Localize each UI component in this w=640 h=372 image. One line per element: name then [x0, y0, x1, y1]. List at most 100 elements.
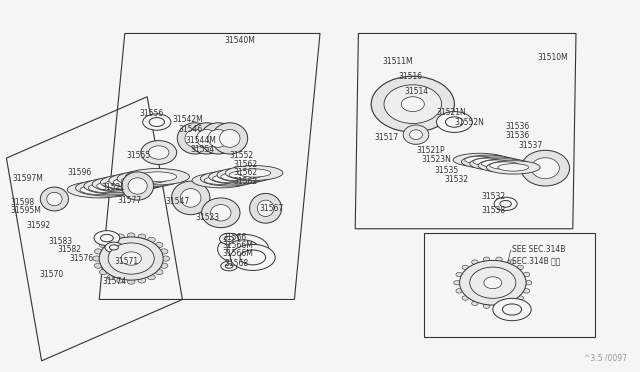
Ellipse shape	[456, 289, 462, 293]
Text: 31562: 31562	[234, 177, 258, 186]
Ellipse shape	[148, 237, 156, 243]
Text: 31576: 31576	[69, 254, 93, 263]
Ellipse shape	[141, 141, 177, 164]
Text: 31523: 31523	[195, 213, 220, 222]
Text: 31566: 31566	[223, 233, 247, 242]
Ellipse shape	[189, 123, 225, 154]
Ellipse shape	[116, 234, 124, 239]
Ellipse shape	[172, 181, 210, 215]
Ellipse shape	[250, 193, 282, 223]
Ellipse shape	[109, 172, 173, 189]
Text: 31556: 31556	[140, 109, 164, 118]
Ellipse shape	[95, 263, 102, 268]
Ellipse shape	[525, 280, 532, 285]
Ellipse shape	[160, 263, 168, 268]
Circle shape	[94, 231, 120, 246]
Ellipse shape	[156, 243, 163, 248]
Circle shape	[105, 242, 123, 253]
Ellipse shape	[483, 304, 490, 308]
Ellipse shape	[508, 260, 514, 264]
Ellipse shape	[202, 198, 240, 228]
Text: 31521: 31521	[101, 183, 125, 192]
Ellipse shape	[200, 123, 236, 154]
Text: 31555: 31555	[127, 151, 151, 160]
Ellipse shape	[204, 176, 237, 185]
Ellipse shape	[148, 275, 156, 280]
Circle shape	[445, 117, 463, 127]
Ellipse shape	[508, 301, 514, 305]
Ellipse shape	[257, 200, 274, 217]
Ellipse shape	[225, 166, 283, 180]
Text: 31516: 31516	[398, 72, 422, 81]
Ellipse shape	[84, 178, 148, 194]
Text: 31596: 31596	[67, 169, 92, 177]
Text: 31566M: 31566M	[223, 241, 253, 250]
Ellipse shape	[212, 123, 248, 154]
Ellipse shape	[496, 257, 502, 262]
Ellipse shape	[473, 158, 504, 166]
Text: 31532: 31532	[445, 175, 469, 184]
Ellipse shape	[208, 129, 228, 147]
Text: 31535: 31535	[434, 166, 458, 175]
Ellipse shape	[410, 130, 422, 140]
Circle shape	[502, 304, 522, 315]
Circle shape	[230, 244, 275, 270]
Ellipse shape	[484, 277, 502, 289]
Ellipse shape	[92, 176, 156, 192]
Text: 31536: 31536	[506, 122, 530, 131]
Text: 31567: 31567	[259, 204, 284, 213]
Circle shape	[225, 236, 234, 241]
Text: 31517: 31517	[374, 133, 399, 142]
Ellipse shape	[107, 275, 115, 280]
Ellipse shape	[221, 173, 254, 181]
Ellipse shape	[211, 205, 231, 221]
Ellipse shape	[371, 76, 454, 132]
Text: 31540M: 31540M	[224, 36, 255, 45]
Ellipse shape	[105, 179, 143, 189]
Ellipse shape	[478, 159, 532, 172]
Circle shape	[149, 118, 164, 126]
Ellipse shape	[88, 183, 127, 193]
Ellipse shape	[200, 171, 258, 186]
Ellipse shape	[531, 158, 559, 179]
Ellipse shape	[138, 234, 146, 239]
Ellipse shape	[177, 123, 213, 154]
Text: 31583: 31583	[48, 237, 72, 246]
Ellipse shape	[156, 269, 163, 275]
Ellipse shape	[138, 172, 177, 182]
Ellipse shape	[108, 243, 154, 274]
Ellipse shape	[472, 260, 478, 264]
Text: 31571: 31571	[114, 257, 138, 266]
Ellipse shape	[517, 265, 524, 270]
Ellipse shape	[93, 256, 100, 261]
Text: 31537: 31537	[518, 141, 543, 150]
Ellipse shape	[40, 187, 68, 211]
Text: 31542M: 31542M	[173, 115, 204, 124]
Text: 31562: 31562	[234, 160, 258, 169]
Text: 31582: 31582	[58, 245, 82, 254]
Ellipse shape	[107, 237, 115, 243]
Text: 31562: 31562	[234, 169, 258, 177]
Circle shape	[240, 250, 266, 265]
Ellipse shape	[498, 164, 529, 171]
Ellipse shape	[481, 160, 512, 167]
Text: 31523N: 31523N	[421, 155, 451, 164]
Ellipse shape	[460, 260, 526, 305]
Ellipse shape	[160, 249, 168, 254]
Ellipse shape	[67, 182, 131, 198]
Ellipse shape	[128, 178, 147, 194]
Ellipse shape	[125, 169, 189, 185]
Text: 31514: 31514	[404, 87, 429, 96]
Text: ^3.5 /0097: ^3.5 /0097	[584, 354, 627, 363]
Circle shape	[218, 234, 269, 264]
Circle shape	[436, 112, 472, 132]
Ellipse shape	[80, 185, 118, 195]
Text: 31574: 31574	[102, 278, 127, 286]
Ellipse shape	[461, 155, 515, 169]
Text: 31521N: 31521N	[436, 108, 466, 117]
Text: 31568: 31568	[224, 259, 248, 268]
Circle shape	[500, 201, 511, 207]
Circle shape	[100, 234, 113, 242]
Ellipse shape	[76, 180, 140, 196]
Text: 31538: 31538	[481, 206, 506, 215]
